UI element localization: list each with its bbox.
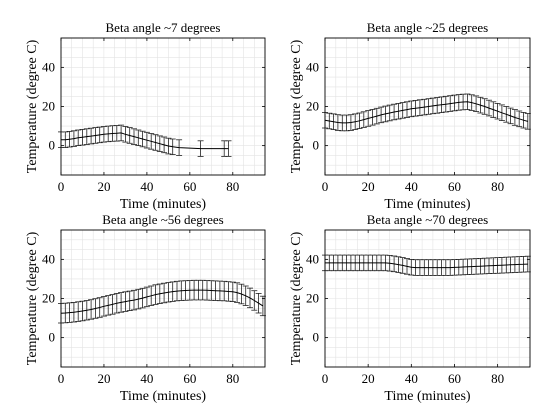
- chart-title: Beta angle ~25 degrees: [367, 20, 488, 35]
- error-bars: [58, 124, 232, 157]
- y-tick-label: 0: [313, 330, 320, 345]
- y-tick-label: 20: [306, 99, 319, 114]
- x-tick-label: 80: [491, 179, 504, 194]
- x-tick-label: 20: [362, 179, 375, 194]
- chart-title: Beta angle ~56 degrees: [102, 212, 223, 227]
- y-tick-label: 0: [49, 138, 56, 153]
- x-tick-label: 40: [140, 371, 153, 386]
- y-tick-label: 0: [313, 138, 320, 153]
- x-tick-label: 40: [405, 371, 418, 386]
- panel-1: 0 20 40 60 80 0 20 40 Beta angle ~7 degrees Time …: [25, 20, 266, 212]
- y-tick-label: 40: [306, 251, 319, 266]
- x-tick-label: 80: [226, 179, 239, 194]
- x-tick-label: 20: [97, 179, 110, 194]
- series-line: [60, 289, 264, 314]
- x-tick-label: 0: [58, 179, 65, 194]
- x-tick-label: 40: [405, 179, 418, 194]
- x-tick-label: 20: [97, 371, 110, 386]
- x-axis-label: Time (minutes): [384, 197, 471, 212]
- x-tick-label: 60: [448, 179, 461, 194]
- x-tick-label: 80: [491, 371, 504, 386]
- y-tick-label: 20: [42, 291, 55, 306]
- series-line: [61, 132, 229, 150]
- x-tick-label: 0: [58, 371, 65, 386]
- y-tick-label: 20: [306, 291, 319, 306]
- panel-2: 0 20 40 60 80 0 20 40 Beta angle ~25 degrees Time…: [289, 20, 531, 212]
- grid: [61, 230, 265, 367]
- y-tick-label: 40: [42, 251, 55, 266]
- y-axis-label: Temperature (degree C): [25, 231, 40, 365]
- panel-3: 0 20 40 60 80 0 20 40 Beta angle ~56 degrees Time…: [25, 212, 266, 404]
- x-tick-label: 80: [226, 371, 239, 386]
- chart-title: Beta angle ~7 degrees: [106, 20, 221, 35]
- y-tick-label: 40: [306, 59, 319, 74]
- chart-title: Beta angle ~70 degrees: [367, 212, 488, 227]
- series-line: [324, 101, 528, 124]
- x-axis-label: Time (minutes): [384, 389, 471, 404]
- y-axis-label: Temperature (degree C): [25, 39, 40, 173]
- y-axis-label: Temperature (degree C): [289, 39, 304, 173]
- x-tick-label: 0: [322, 179, 329, 194]
- x-axis-label: Time (minutes): [120, 197, 207, 212]
- y-tick-label: 0: [49, 330, 56, 345]
- x-axis-label: Time (minutes): [120, 389, 207, 404]
- y-axis-label: Temperature (degree C): [289, 231, 304, 365]
- x-tick-label: 40: [140, 179, 153, 194]
- x-tick-label: 20: [362, 371, 375, 386]
- grid: [61, 38, 265, 175]
- x-tick-label: 60: [448, 371, 461, 386]
- y-tick-label: 40: [42, 59, 55, 74]
- x-tick-label: 0: [322, 371, 329, 386]
- grid: [325, 230, 530, 367]
- y-tick-label: 20: [42, 99, 55, 114]
- x-tick-label: 60: [183, 179, 196, 194]
- error-bars: [58, 279, 266, 324]
- x-tick-label: 60: [183, 371, 196, 386]
- series-line: [325, 262, 528, 269]
- panel-4: 0 20 40 60 80 0 20 40 Beta angle ~70 degrees Time…: [289, 212, 531, 404]
